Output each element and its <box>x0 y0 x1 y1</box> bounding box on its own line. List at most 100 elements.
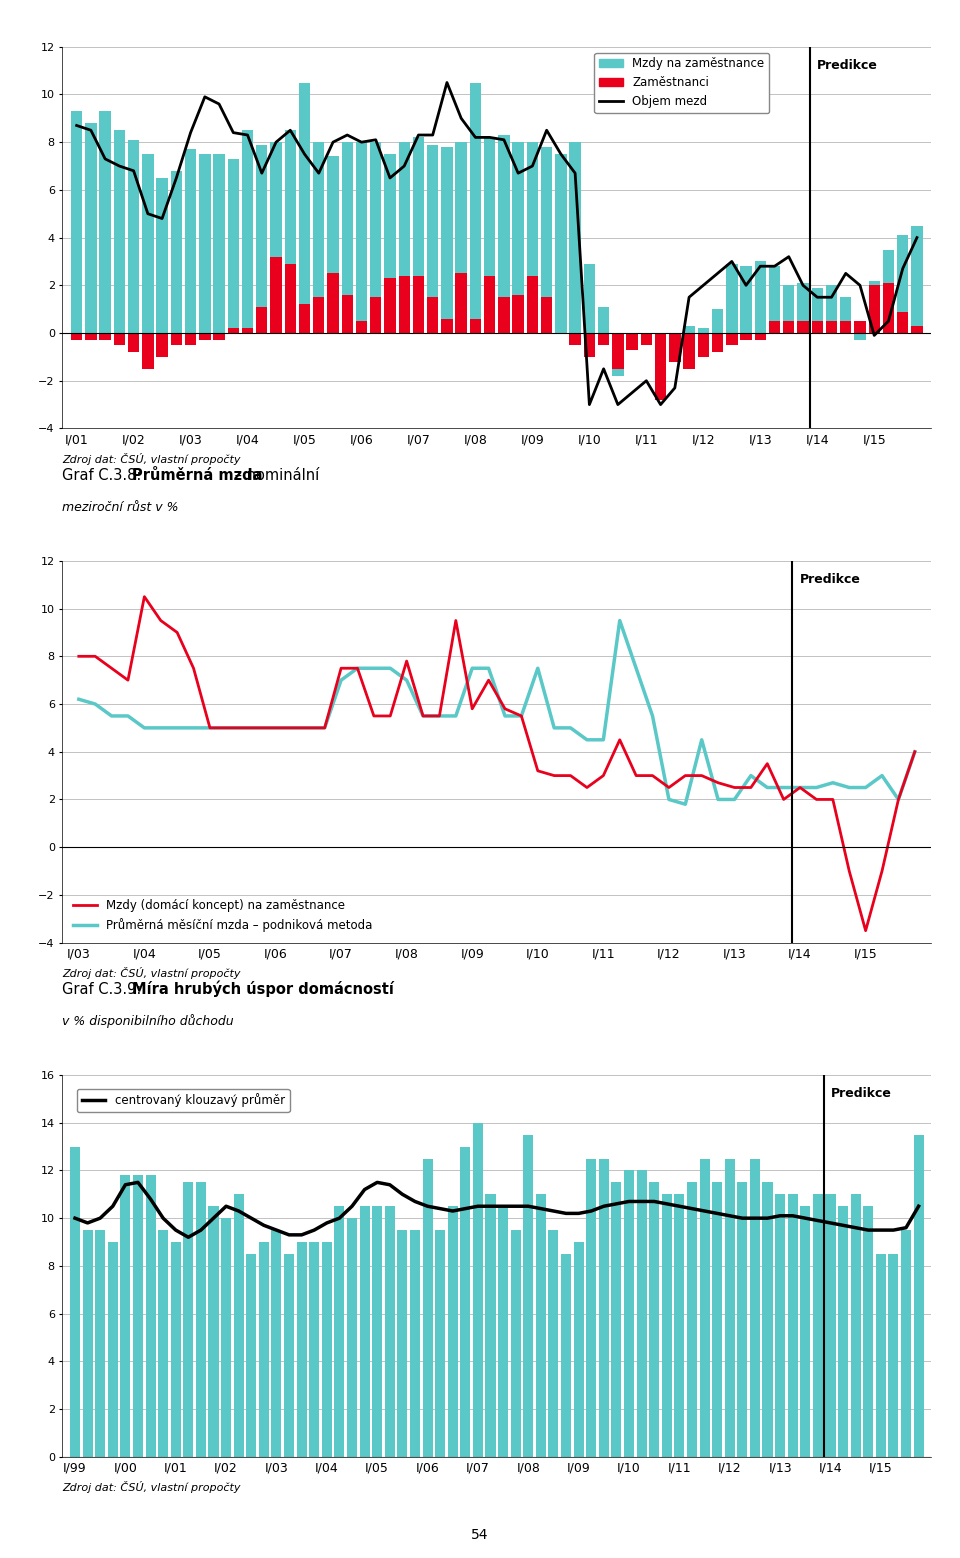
Bar <box>612 333 624 375</box>
Bar <box>85 123 97 333</box>
Bar <box>513 294 524 333</box>
Bar <box>108 1242 118 1457</box>
Bar <box>113 333 125 344</box>
Bar <box>256 145 268 333</box>
Bar <box>128 333 139 352</box>
Bar <box>460 1147 470 1457</box>
Bar <box>854 321 866 333</box>
Bar <box>627 333 637 349</box>
Bar <box>120 1175 131 1457</box>
Bar <box>700 1159 709 1457</box>
Bar <box>624 1170 634 1457</box>
Bar <box>669 333 681 344</box>
Bar <box>511 1231 520 1457</box>
Bar <box>599 1159 609 1457</box>
Bar <box>233 1195 244 1457</box>
Bar <box>385 1206 395 1457</box>
Bar <box>271 142 281 333</box>
Text: v % disponibilního důchodu: v % disponibilního důchodu <box>62 1014 234 1028</box>
Bar <box>901 1231 911 1457</box>
Bar <box>883 284 894 333</box>
Bar <box>888 1254 899 1457</box>
Bar <box>272 1231 281 1457</box>
Bar <box>876 1254 886 1457</box>
Bar <box>313 142 324 333</box>
Text: Predikce: Predikce <box>817 59 878 72</box>
Bar <box>674 1195 684 1457</box>
Bar <box>840 298 852 333</box>
Bar <box>527 142 539 333</box>
Bar <box>422 1159 433 1457</box>
Bar <box>798 321 808 333</box>
Bar <box>811 321 823 333</box>
Bar <box>71 333 83 340</box>
Text: Predikce: Predikce <box>800 573 861 586</box>
Bar <box>284 263 296 333</box>
Bar <box>183 1183 193 1457</box>
Bar <box>574 1242 584 1457</box>
Bar <box>299 83 310 333</box>
Legend: Mzdy (domácí koncept) na zaměstnance, Průměrná měsíční mzda – podniková metoda: Mzdy (domácí koncept) na zaměstnance, Pr… <box>68 894 377 936</box>
Bar <box>548 1231 559 1457</box>
Bar <box>100 333 110 340</box>
Bar <box>636 1170 647 1457</box>
Bar <box>712 333 723 352</box>
Bar <box>612 333 624 369</box>
Bar <box>413 276 424 333</box>
Bar <box>783 321 795 333</box>
Bar <box>327 156 339 333</box>
Bar <box>156 333 168 357</box>
Bar <box>398 276 410 333</box>
Bar <box>469 319 481 333</box>
Bar <box>840 321 852 333</box>
Bar <box>185 150 196 333</box>
Bar <box>196 1183 206 1457</box>
Bar <box>246 1254 256 1457</box>
Bar <box>755 262 766 333</box>
Text: Zdroj dat: ČSÚ, vlastní propočty: Zdroj dat: ČSÚ, vlastní propočty <box>62 1482 241 1493</box>
Bar <box>297 1242 306 1457</box>
Bar <box>598 307 610 333</box>
Text: – nominální: – nominální <box>230 467 320 483</box>
Bar <box>242 329 253 333</box>
Bar <box>259 1242 269 1457</box>
Bar <box>370 298 381 333</box>
Bar <box>142 154 154 333</box>
Bar <box>221 1218 231 1457</box>
Bar <box>442 146 453 333</box>
Bar <box>811 288 823 333</box>
Bar <box>171 171 182 333</box>
Text: Graf C.3.8:: Graf C.3.8: <box>62 467 146 483</box>
Text: Míra hrubých úspor domácností: Míra hrubých úspor domácností <box>132 980 395 997</box>
Text: 54: 54 <box>471 1528 489 1542</box>
Bar <box>442 319 453 333</box>
Bar <box>271 257 281 333</box>
Bar <box>640 333 652 344</box>
Bar <box>883 249 894 333</box>
Text: meziroční růst v %: meziroční růst v % <box>62 502 179 514</box>
Bar <box>540 298 552 333</box>
Bar <box>347 1218 357 1457</box>
Bar <box>199 154 210 333</box>
Bar <box>598 333 610 344</box>
Bar <box>199 333 210 340</box>
Bar <box>698 333 709 357</box>
Bar <box>851 1195 861 1457</box>
Bar <box>484 276 495 333</box>
Bar <box>410 1231 420 1457</box>
Bar <box>334 1206 345 1457</box>
Bar <box>584 263 595 333</box>
Bar <box>85 333 97 340</box>
Bar <box>158 1231 168 1457</box>
Bar <box>372 1206 382 1457</box>
Bar <box>863 1206 874 1457</box>
Bar <box>869 285 880 333</box>
Bar <box>649 1183 660 1457</box>
Bar <box>384 154 396 333</box>
Bar <box>838 1206 848 1457</box>
Bar <box>869 280 880 333</box>
Bar <box>787 1195 798 1457</box>
Bar <box>469 83 481 333</box>
Bar <box>813 1195 823 1457</box>
Bar <box>737 1183 748 1457</box>
